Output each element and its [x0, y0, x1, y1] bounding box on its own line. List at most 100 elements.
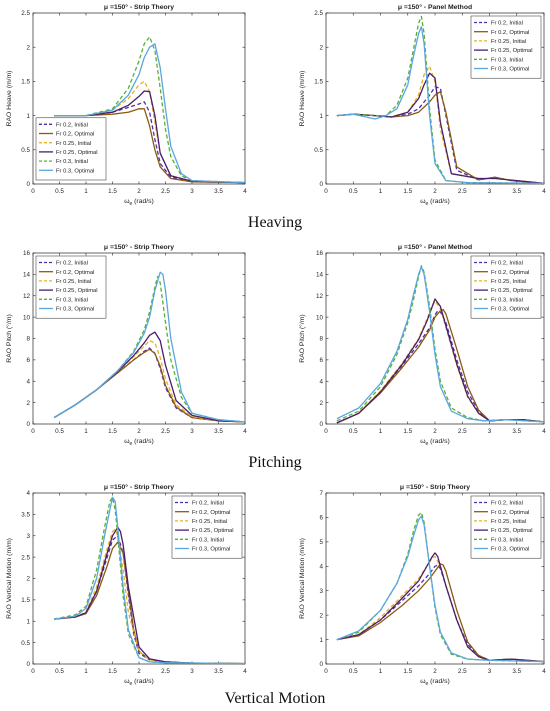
x-tick-label: 2.5 [458, 188, 467, 195]
legend: Fr 0.2, Initial Fr 0.2, Optimal Fr 0.25, I… [35, 255, 107, 319]
y-tick-label: 14 [316, 272, 324, 279]
x-tick-label: 1 [84, 428, 88, 435]
x-tick-label: 0.5 [349, 668, 358, 675]
legend-label: Fr 0.3, Initial [192, 537, 224, 543]
legend-box [35, 117, 107, 181]
chart-5: 0 0.5 1 1.5 2 2.5 3 3.5 4 0 0.5 1 1.5 2 2.5 3 3.5 4 μ =150… [6, 483, 247, 687]
legend: Fr 0.2, Initial Fr 0.2, Optimal Fr 0.25, I… [35, 117, 107, 181]
legend-label: Fr 0.25, Initial [491, 39, 526, 45]
legend-label: Fr 0.3, Optimal [192, 547, 230, 553]
x-tick-label: 3.5 [214, 428, 223, 435]
x-tick-label: 3 [190, 428, 194, 435]
chart-title: μ =150° - Strip Theory [104, 3, 174, 11]
legend-label: Fr 0.3, Optimal [491, 67, 529, 73]
legend-label: Fr 0.25, Optimal [56, 150, 98, 156]
y-tick-label: 1 [319, 113, 323, 120]
legend-label: Fr 0.3, Initial [56, 159, 88, 165]
x-axis-label: ωe (rad/s) [124, 438, 154, 447]
y-tick-label: 3.5 [21, 512, 30, 519]
y-tick-label: 2.5 [21, 10, 30, 17]
x-axis-label: ωe (rad/s) [420, 198, 450, 207]
x-tick-label: 4 [243, 428, 247, 435]
x-tick-label: 1 [379, 428, 383, 435]
legend-box [470, 255, 542, 319]
y-tick-label: 12 [23, 293, 31, 300]
legend-label: Fr 0.2, Optimal [491, 30, 529, 36]
y-tick-label: 5 [319, 539, 323, 546]
legend-label: Fr 0.2, Initial [56, 261, 88, 267]
x-tick-label: 3.5 [214, 188, 223, 195]
legend: Fr 0.2, Initial Fr 0.2, Optimal Fr 0.25, I… [470, 255, 542, 319]
y-tick-label: 0.5 [21, 640, 30, 647]
y-tick-label: 4 [26, 490, 30, 497]
chart-title: μ =150° - Panel Method [398, 3, 472, 11]
legend-label: Fr 0.25, Initial [192, 519, 227, 525]
y-tick-label: 4 [26, 378, 30, 385]
section-title-pitching: Pitching [248, 454, 302, 471]
legend-box [35, 255, 107, 319]
legend-label: Fr 0.3, Initial [491, 57, 523, 63]
series-line-6 [54, 43, 245, 184]
legend-label: Fr 0.2, Initial [491, 21, 523, 27]
x-tick-label: 3.5 [512, 668, 521, 675]
y-tick-label: 4 [319, 378, 323, 385]
y-tick-label: 0.5 [21, 147, 30, 154]
x-tick-label: 2 [433, 668, 437, 675]
legend-label: Fr 0.2, Initial [192, 501, 224, 507]
y-tick-label: 10 [316, 314, 324, 321]
legend-label: Fr 0.2, Initial [56, 122, 88, 128]
chart-title: μ =150° - Strip Theory [104, 243, 174, 251]
legend-box [470, 15, 542, 79]
legend-label: Fr 0.25, Initial [56, 279, 91, 285]
series-line-1 [336, 310, 544, 424]
y-tick-label: 2 [26, 44, 30, 51]
x-tick-label: 2 [137, 188, 141, 195]
x-tick-label: 0.5 [55, 188, 64, 195]
y-tick-label: 2 [26, 576, 30, 583]
series-line-5 [336, 15, 544, 184]
chart-title: μ =150° - Panel Method [398, 243, 472, 251]
y-tick-label: 0 [319, 661, 323, 668]
legend-label: Fr 0.2, Optimal [491, 270, 529, 276]
x-tick-label: 1 [84, 668, 88, 675]
x-tick-label: 1.5 [108, 668, 117, 675]
y-tick-label: 12 [316, 293, 324, 300]
y-tick-label: 0.5 [314, 147, 323, 154]
series-line-2 [54, 108, 245, 184]
x-tick-label: 1.5 [403, 428, 412, 435]
legend-label: Fr 0.3, Optimal [56, 168, 94, 174]
x-tick-label: 0.5 [349, 188, 358, 195]
series-line-6 [336, 515, 544, 663]
y-tick-label: 0 [26, 661, 30, 668]
legend-label: Fr 0.25, Initial [56, 141, 91, 147]
y-tick-label: 1 [26, 618, 30, 625]
x-tick-label: 0 [31, 668, 35, 675]
x-tick-label: 2 [137, 668, 141, 675]
legend: Fr 0.2, Initial Fr 0.2, Optimal Fr 0.25, I… [470, 15, 542, 79]
y-tick-label: 1 [26, 113, 30, 120]
x-axis-label: ωe (rad/s) [124, 678, 154, 687]
x-tick-label: 3 [488, 668, 492, 675]
legend: Fr 0.2, Initial Fr 0.2, Optimal Fr 0.25, I… [171, 495, 243, 559]
x-tick-label: 3.5 [214, 668, 223, 675]
legend-label: Fr 0.2, Optimal [192, 510, 230, 516]
x-tick-label: 0 [324, 668, 328, 675]
series-line-4 [54, 90, 245, 184]
x-tick-label: 1.5 [403, 188, 412, 195]
legend-label: Fr 0.3, Optimal [56, 307, 94, 313]
y-tick-label: 3 [26, 533, 30, 540]
legend-label: Fr 0.3, Initial [491, 297, 523, 303]
y-tick-label: 2 [26, 400, 30, 407]
x-axis-label: ωe (rad/s) [420, 438, 450, 447]
x-tick-label: 1.5 [108, 188, 117, 195]
legend-label: Fr 0.3, Initial [56, 297, 88, 303]
y-tick-label: 2.5 [314, 10, 323, 17]
y-tick-label: 16 [23, 250, 31, 257]
chart-title: μ =150° - Strip Theory [400, 483, 470, 491]
y-tick-label: 8 [26, 336, 30, 343]
chart-1: 0 0.5 1 1.5 2 2.5 3 3.5 4 0 0.5 1 1.5 2 2.5 μ =150° - S… [6, 3, 247, 207]
chart-2: 0 0.5 1 1.5 2 2.5 3 3.5 4 0 0.5 1 1.5 2 2.5 μ =150° - P… [299, 3, 546, 207]
legend-label: Fr 0.3, Optimal [491, 547, 529, 553]
y-tick-label: 3 [319, 588, 323, 595]
legend-label: Fr 0.2, Optimal [56, 132, 94, 138]
